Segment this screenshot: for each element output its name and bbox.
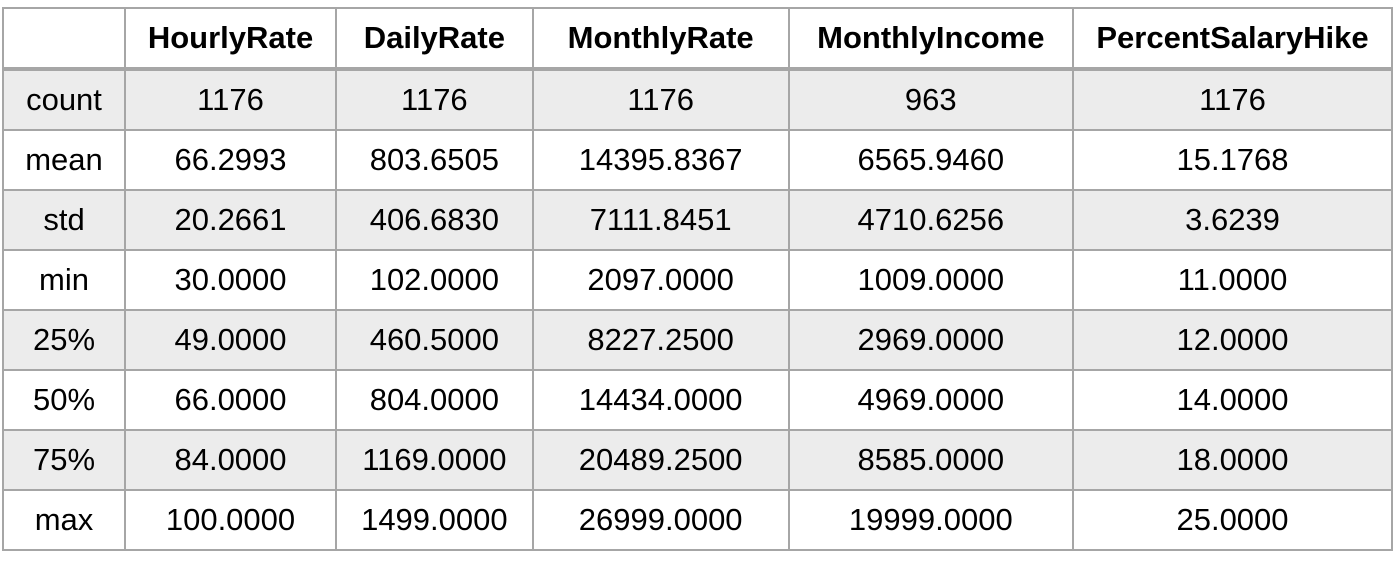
table-cell: 406.6830: [334, 189, 534, 251]
table-cell: 963: [787, 68, 1075, 131]
table-cell: 100.0000: [124, 489, 337, 551]
stats-table-container: HourlyRate DailyRate MonthlyRate Monthly…: [1, 7, 1393, 551]
table-row: max 100.0000 1499.0000 26999.0000 19999.…: [1, 489, 1393, 551]
table-cell: 20.2661: [124, 189, 337, 251]
table-cell: 803.6505: [334, 129, 534, 191]
table-cell: 25.0000: [1072, 489, 1393, 551]
table-cell: 12.0000: [1072, 309, 1393, 371]
table-row: mean 66.2993 803.6505 14395.8367 6565.94…: [1, 129, 1393, 191]
table-cell: 14395.8367: [531, 129, 790, 191]
row-label: 75%: [1, 429, 127, 491]
table-cell: 26999.0000: [531, 489, 790, 551]
row-label: 25%: [1, 309, 127, 371]
table-cell: 460.5000: [334, 309, 534, 371]
table-cell: 102.0000: [334, 249, 534, 311]
summary-statistics-table: HourlyRate DailyRate MonthlyRate Monthly…: [1, 7, 1393, 551]
table-row: count 1176 1176 1176 963 1176: [1, 68, 1393, 131]
corner-cell: [1, 7, 127, 71]
column-header: DailyRate: [334, 7, 534, 71]
row-label: std: [1, 189, 127, 251]
table-row: std 20.2661 406.6830 7111.8451 4710.6256…: [1, 189, 1393, 251]
table-cell: 4710.6256: [787, 189, 1075, 251]
table-row: 50% 66.0000 804.0000 14434.0000 4969.000…: [1, 369, 1393, 431]
table-cell: 8585.0000: [787, 429, 1075, 491]
table-cell: 11.0000: [1072, 249, 1393, 311]
table-cell: 14434.0000: [531, 369, 790, 431]
table-cell: 3.6239: [1072, 189, 1393, 251]
table-cell: 14.0000: [1072, 369, 1393, 431]
table-cell: 15.1768: [1072, 129, 1393, 191]
header-row: HourlyRate DailyRate MonthlyRate Monthly…: [1, 7, 1393, 71]
table-cell: 66.0000: [124, 369, 337, 431]
table-cell: 1176: [1072, 68, 1393, 131]
table-cell: 4969.0000: [787, 369, 1075, 431]
row-label: max: [1, 489, 127, 551]
column-header: MonthlyIncome: [787, 7, 1075, 71]
table-cell: 1176: [531, 68, 790, 131]
row-label: mean: [1, 129, 127, 191]
table-cell: 6565.9460: [787, 129, 1075, 191]
table-cell: 30.0000: [124, 249, 337, 311]
table-cell: 1176: [124, 68, 337, 131]
table-cell: 84.0000: [124, 429, 337, 491]
table-cell: 66.2993: [124, 129, 337, 191]
table-cell: 2097.0000: [531, 249, 790, 311]
table-cell: 2969.0000: [787, 309, 1075, 371]
row-label: 50%: [1, 369, 127, 431]
table-row: 75% 84.0000 1169.0000 20489.2500 8585.00…: [1, 429, 1393, 491]
table-cell: 1169.0000: [334, 429, 534, 491]
table-cell: 19999.0000: [787, 489, 1075, 551]
row-label: min: [1, 249, 127, 311]
column-header: PercentSalaryHike: [1072, 7, 1393, 71]
table-row: min 30.0000 102.0000 2097.0000 1009.0000…: [1, 249, 1393, 311]
column-header: HourlyRate: [124, 7, 337, 71]
table-row: 25% 49.0000 460.5000 8227.2500 2969.0000…: [1, 309, 1393, 371]
table-cell: 1499.0000: [334, 489, 534, 551]
table-cell: 1176: [334, 68, 534, 131]
table-cell: 49.0000: [124, 309, 337, 371]
table-cell: 7111.8451: [531, 189, 790, 251]
table-cell: 1009.0000: [787, 249, 1075, 311]
table-cell: 8227.2500: [531, 309, 790, 371]
row-label: count: [1, 68, 127, 131]
table-cell: 18.0000: [1072, 429, 1393, 491]
table-cell: 804.0000: [334, 369, 534, 431]
column-header: MonthlyRate: [531, 7, 790, 71]
table-cell: 20489.2500: [531, 429, 790, 491]
